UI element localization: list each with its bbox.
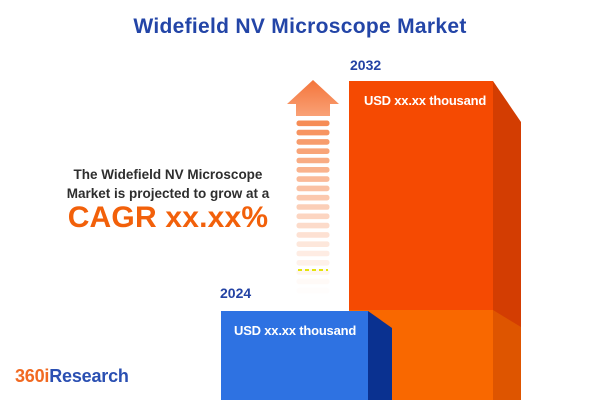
annotation-line2: Market is projected to grow at a xyxy=(66,186,270,201)
year-label-2032: 2032 xyxy=(350,57,382,73)
arrow-stripe xyxy=(296,204,330,210)
annotation-line1: The Widefield NV Microscope xyxy=(73,167,263,182)
arrow-stripe xyxy=(296,176,330,182)
value-label-2024: USD xx.xx thousand xyxy=(234,323,357,338)
arrow-stripes xyxy=(296,120,330,294)
growth-arrow-icon xyxy=(287,80,339,294)
brand-logo-blue-part: Research xyxy=(49,366,129,386)
page-title: Widefield NV Microscope Market xyxy=(133,15,467,38)
arrow-stripe xyxy=(296,139,330,145)
year-label-2024: 2024 xyxy=(220,285,252,301)
arrow-stripe xyxy=(296,250,330,257)
brand-logo-orange-part: 360i xyxy=(15,366,50,386)
arrow-stripe xyxy=(296,194,330,201)
arrow-stripe xyxy=(296,148,330,154)
bar-2024-front xyxy=(221,311,368,400)
arrow-stripe xyxy=(296,260,330,266)
arrow-stripe xyxy=(296,185,330,192)
arrow-stripe xyxy=(296,120,330,127)
arrow-stripe xyxy=(296,167,330,173)
arrow-head xyxy=(287,80,339,116)
arrow-stripe xyxy=(297,288,330,294)
cagr-text: CAGR xx.xx% xyxy=(67,201,269,234)
value-label-2032: USD xx.xx thousand xyxy=(364,93,487,108)
bar-2024-side xyxy=(368,311,392,400)
bar-2024 xyxy=(221,311,392,400)
annotation-text: The Widefield NV Microscope Market is pr… xyxy=(36,165,300,203)
arrow-stripe xyxy=(296,129,330,136)
arrow-stripe xyxy=(296,213,330,220)
bar-2032-base-segment-side xyxy=(493,310,521,400)
arrow-stripe xyxy=(296,222,330,229)
arrow-stripe xyxy=(296,278,330,285)
arrow-stripe xyxy=(296,232,330,238)
brand-logo: 360iResearch xyxy=(15,366,129,387)
arrow-stripe xyxy=(296,241,330,247)
arrow-stripe xyxy=(296,157,330,164)
